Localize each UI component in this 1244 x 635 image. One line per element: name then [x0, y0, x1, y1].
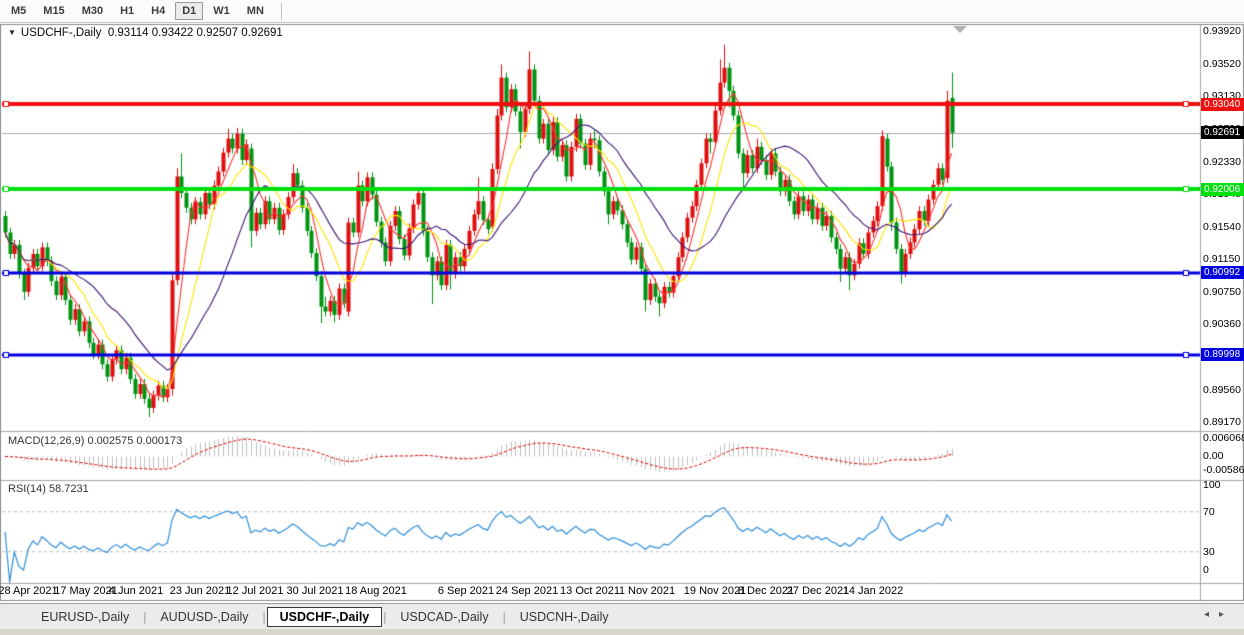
- timeframe-button-h1[interactable]: H1: [120, 5, 135, 17]
- tab-divider: |: [383, 609, 387, 624]
- timeframe-button-w1[interactable]: W1: [213, 5, 230, 17]
- timeframe-button-d1[interactable]: D1: [175, 2, 204, 20]
- window-bottom-edge: [0, 629, 1244, 635]
- chart-tab-usdchf[interactable]: USDCHF-,Daily: [266, 606, 383, 627]
- tab-scroll-right-icon[interactable]: ▸: [1218, 609, 1234, 620]
- chart-tab-bar: EURUSD-,Daily | AUDUSD-,Daily | USDCHF-,Dail…: [0, 603, 1244, 629]
- timeframe-button-h4[interactable]: H4: [151, 5, 166, 17]
- tab-scroll-arrows[interactable]: ◂▸: [1204, 609, 1234, 620]
- tab-divider: |: [143, 609, 147, 624]
- timeframe-toolbar: M5 M15 M30 H1 H4 D1 W1 MN: [0, 0, 1244, 23]
- chart-tab-usdcnh[interactable]: USDCNH-,Daily: [519, 609, 609, 624]
- chart-tab-usdcad[interactable]: USDCAD-,Daily: [400, 609, 489, 624]
- timeframe-button-m30[interactable]: M30: [81, 5, 104, 17]
- chart-tab-eurusd[interactable]: EURUSD-,Daily: [41, 609, 130, 624]
- toolbar-divider: [280, 2, 282, 20]
- tab-divider: |: [502, 609, 506, 624]
- timeframe-button-m15[interactable]: M15: [43, 5, 65, 17]
- tab-divider: |: [262, 609, 266, 624]
- timeframe-button-mn[interactable]: MN: [246, 5, 264, 17]
- timeframe-button-m5[interactable]: M5: [11, 5, 27, 17]
- tab-scroll-left-icon[interactable]: ◂: [1203, 609, 1219, 620]
- chart-tab-audusd[interactable]: AUDUSD-,Daily: [160, 609, 249, 624]
